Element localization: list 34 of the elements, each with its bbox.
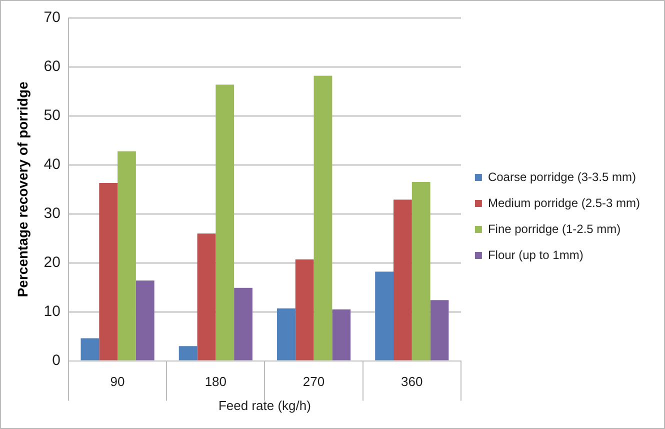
bar bbox=[80, 338, 100, 360]
x-tick-label: 180 bbox=[204, 374, 227, 390]
x-tick-label: 90 bbox=[110, 374, 125, 390]
bar bbox=[118, 151, 136, 360]
bar bbox=[332, 309, 351, 360]
y-tick-label: 60 bbox=[44, 58, 60, 76]
y-tick-label: 20 bbox=[44, 254, 60, 271]
bar bbox=[394, 200, 412, 360]
bar bbox=[234, 288, 252, 360]
legend-label: Coarse porridge (3-3.5 mm) bbox=[488, 170, 636, 184]
y-tick-label: 70 bbox=[44, 9, 60, 26]
bar bbox=[375, 272, 394, 360]
legend-label: Fine porridge (1-2.5 mm) bbox=[488, 222, 621, 236]
y-tick-label: 0 bbox=[52, 352, 60, 369]
bar bbox=[276, 308, 296, 360]
y-tick-label: 30 bbox=[44, 205, 60, 222]
bar bbox=[314, 76, 332, 360]
y-tick-label: 40 bbox=[44, 156, 60, 174]
y-tick-label: 50 bbox=[44, 107, 60, 124]
bar bbox=[412, 182, 430, 360]
bar bbox=[178, 346, 198, 360]
x-tick-label: 270 bbox=[302, 374, 325, 390]
legend-label: Flour (up to 1mm) bbox=[488, 248, 584, 262]
bar bbox=[295, 259, 314, 360]
x-tick-label: 360 bbox=[401, 374, 423, 390]
x-axis-title: Feed rate (kg/h) bbox=[218, 398, 311, 413]
y-tick-label: 10 bbox=[44, 302, 60, 320]
bar bbox=[216, 84, 234, 360]
y-axis-title: Percentage recovery of porridge bbox=[14, 81, 30, 298]
bar bbox=[197, 233, 216, 360]
bar bbox=[136, 280, 154, 360]
bar bbox=[99, 183, 118, 360]
legend-label: Medium porridge (2.5-3 mm) bbox=[488, 196, 640, 210]
bar bbox=[430, 300, 449, 360]
